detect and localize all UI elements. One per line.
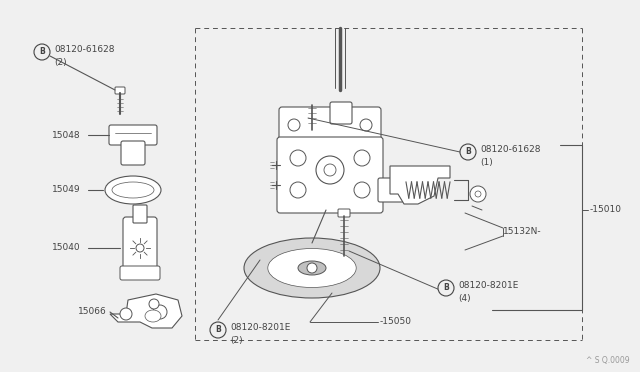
Circle shape — [136, 244, 144, 252]
Text: (2): (2) — [230, 336, 243, 344]
Ellipse shape — [298, 261, 326, 275]
Polygon shape — [110, 294, 182, 328]
FancyBboxPatch shape — [115, 87, 125, 94]
Text: B: B — [215, 326, 221, 334]
Text: 15066: 15066 — [78, 308, 107, 317]
FancyBboxPatch shape — [330, 102, 352, 124]
Text: 08120-61628: 08120-61628 — [54, 45, 115, 55]
FancyBboxPatch shape — [109, 125, 157, 145]
Circle shape — [290, 150, 306, 166]
FancyBboxPatch shape — [121, 141, 145, 165]
Text: B: B — [443, 283, 449, 292]
FancyBboxPatch shape — [277, 137, 383, 213]
Circle shape — [120, 308, 132, 320]
Circle shape — [153, 305, 167, 319]
Ellipse shape — [105, 176, 161, 204]
Text: 15132N-: 15132N- — [503, 228, 541, 237]
Text: -15010: -15010 — [590, 205, 622, 215]
Circle shape — [290, 182, 306, 198]
FancyBboxPatch shape — [338, 209, 350, 217]
Text: (2): (2) — [54, 58, 67, 67]
Circle shape — [438, 280, 454, 296]
Circle shape — [316, 156, 344, 184]
FancyBboxPatch shape — [120, 266, 160, 280]
FancyBboxPatch shape — [133, 205, 147, 223]
Ellipse shape — [268, 248, 356, 288]
Text: B: B — [39, 48, 45, 57]
Ellipse shape — [145, 310, 161, 322]
Text: (4): (4) — [458, 294, 470, 302]
Text: 15049: 15049 — [52, 186, 81, 195]
Text: -15050: -15050 — [380, 317, 412, 327]
Circle shape — [360, 119, 372, 131]
FancyBboxPatch shape — [279, 107, 381, 143]
FancyBboxPatch shape — [378, 178, 404, 202]
Text: ^ S Q.0009: ^ S Q.0009 — [586, 356, 630, 365]
Text: 08120-8201E: 08120-8201E — [458, 282, 518, 291]
Circle shape — [34, 44, 50, 60]
FancyBboxPatch shape — [123, 217, 157, 279]
Circle shape — [354, 182, 370, 198]
Text: 08120-8201E: 08120-8201E — [230, 324, 291, 333]
Circle shape — [307, 263, 317, 273]
Circle shape — [324, 164, 336, 176]
Circle shape — [470, 186, 486, 202]
Circle shape — [149, 299, 159, 309]
Text: (1): (1) — [480, 157, 493, 167]
Text: 15040: 15040 — [52, 244, 81, 253]
Ellipse shape — [244, 238, 380, 298]
Text: B: B — [465, 148, 471, 157]
Circle shape — [210, 322, 226, 338]
Text: 08120-61628: 08120-61628 — [480, 145, 541, 154]
Circle shape — [460, 144, 476, 160]
Ellipse shape — [112, 182, 154, 198]
Text: 15048: 15048 — [52, 131, 81, 140]
Circle shape — [354, 150, 370, 166]
Circle shape — [475, 191, 481, 197]
Polygon shape — [390, 166, 450, 204]
Circle shape — [288, 119, 300, 131]
